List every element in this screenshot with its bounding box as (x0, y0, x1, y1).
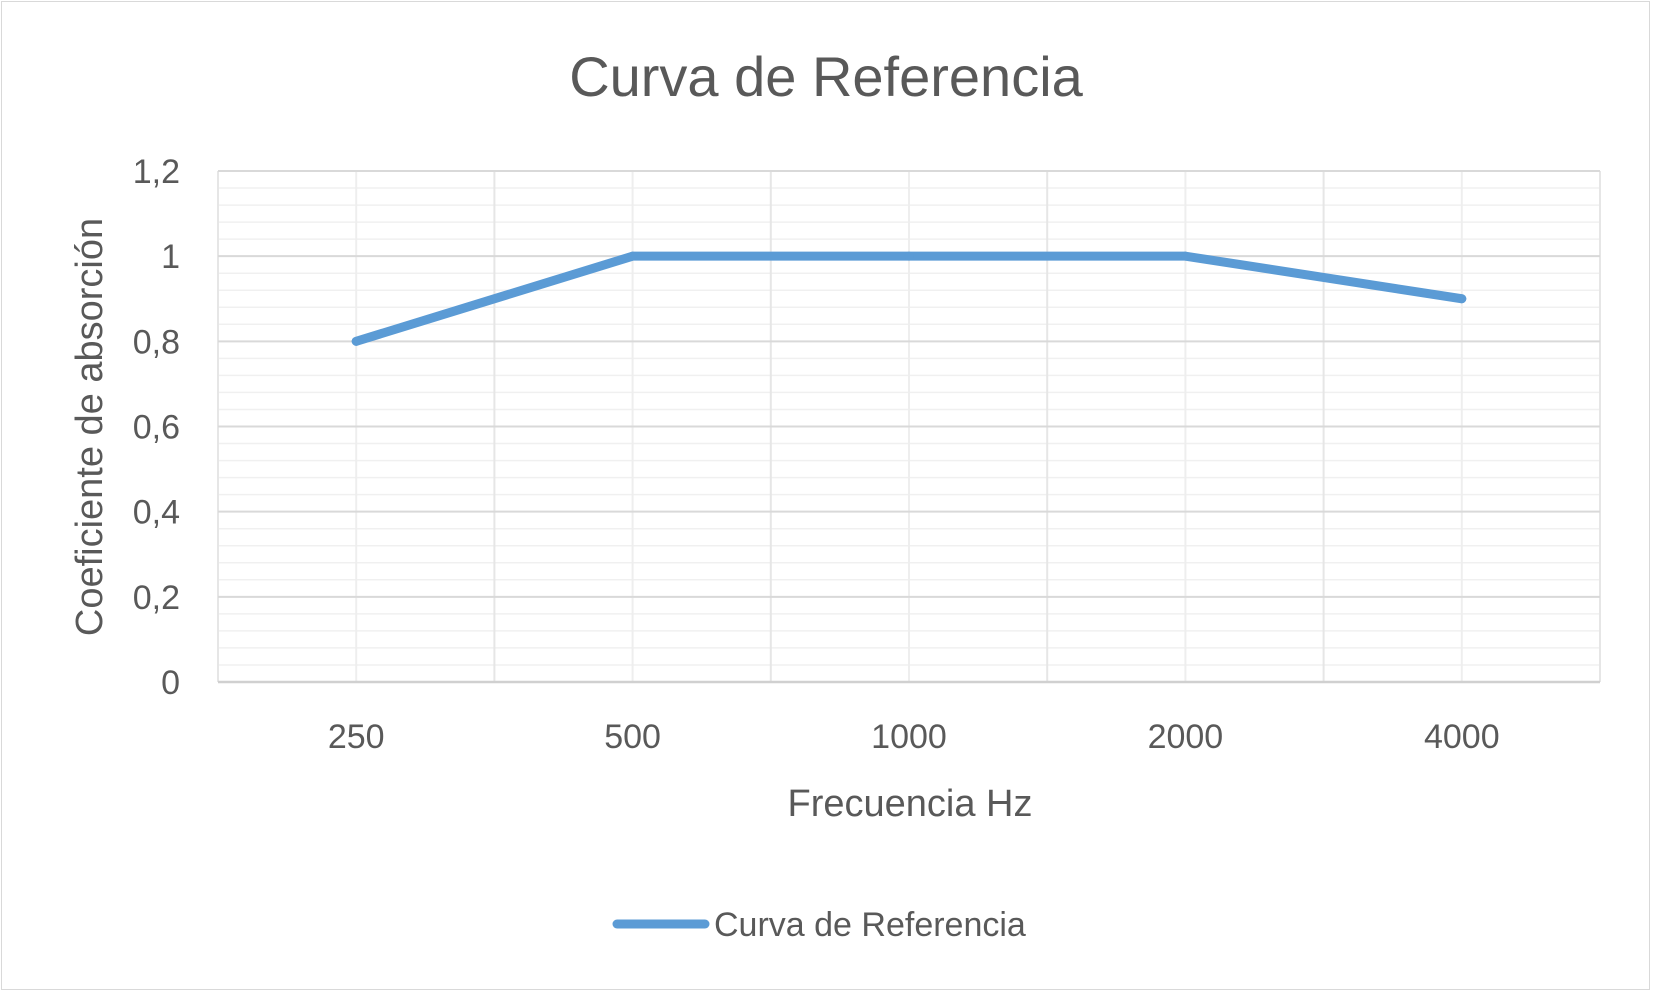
data-point (1457, 294, 1467, 304)
y-tick-label: 1,2 (133, 153, 180, 191)
legend-label: Curva de Referencia (714, 906, 1026, 944)
y-tick-label: 0,4 (133, 494, 180, 532)
data-point (351, 336, 361, 346)
y-tick-label: 0,8 (133, 323, 180, 361)
x-tick-label: 4000 (1424, 718, 1500, 756)
y-axis-title: Coeficiente de absorción (69, 218, 111, 636)
data-point (628, 251, 638, 261)
x-tick-label: 250 (328, 718, 385, 756)
legend: Curva de Referencia (612, 906, 1026, 944)
y-tick-label: 1 (161, 238, 180, 276)
x-tick-label: 500 (604, 718, 661, 756)
y-tick-label: 0 (161, 664, 180, 702)
data-point (1180, 251, 1190, 261)
chart-title: Curva de Referencia (569, 45, 1083, 108)
y-tick-label: 0,6 (133, 409, 180, 447)
data-point (904, 251, 914, 261)
x-axis-title: Frecuencia Hz (788, 783, 1033, 825)
x-tick-label: 2000 (1148, 718, 1224, 756)
y-tick-label: 0,2 (133, 579, 180, 617)
x-tick-label: 1000 (871, 718, 947, 756)
